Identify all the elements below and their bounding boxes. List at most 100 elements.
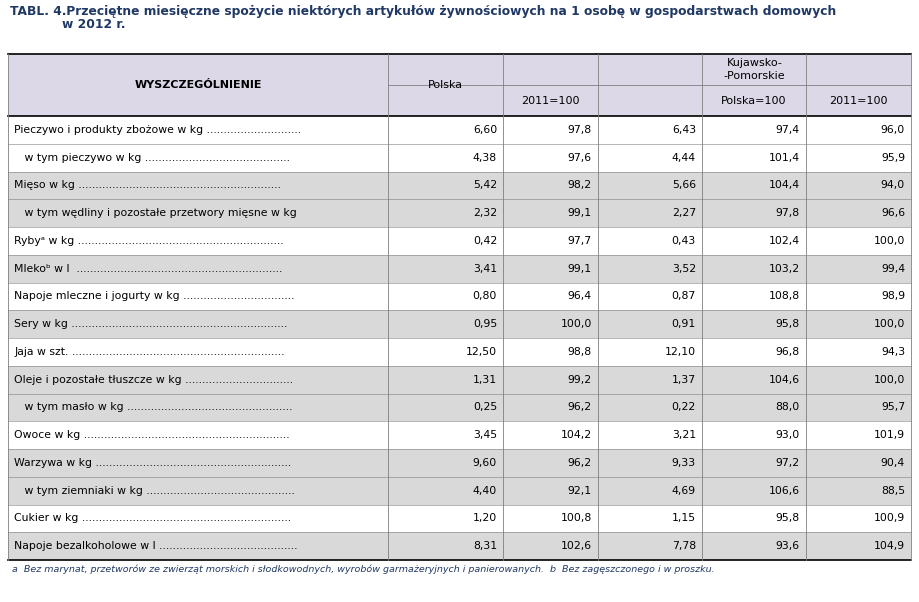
Text: 103,2: 103,2: [769, 264, 800, 274]
Text: 97,6: 97,6: [568, 153, 592, 163]
Text: 101,4: 101,4: [769, 153, 800, 163]
Text: Przeciętne miesięczne spożycie niektórych artykułów żywnościowych na 1 osobę w g: Przeciętne miesięczne spożycie niektóryc…: [62, 5, 836, 18]
Text: 96,2: 96,2: [568, 402, 592, 412]
Text: 106,6: 106,6: [769, 486, 800, 495]
Text: 93,0: 93,0: [776, 430, 800, 440]
Text: 96,8: 96,8: [776, 347, 800, 357]
Bar: [8, 282, 911, 310]
Text: 104,4: 104,4: [769, 181, 800, 190]
Text: 97,7: 97,7: [568, 236, 592, 246]
Bar: [8, 199, 911, 227]
Bar: [8, 227, 911, 255]
Text: 90,4: 90,4: [880, 458, 905, 468]
Text: 99,2: 99,2: [568, 374, 592, 385]
Text: 0,91: 0,91: [672, 319, 696, 329]
Text: 6,60: 6,60: [472, 125, 497, 135]
Text: 95,7: 95,7: [881, 402, 905, 412]
Text: 4,69: 4,69: [672, 486, 696, 495]
Text: Kujawsko-
-Pomorskie: Kujawsko- -Pomorskie: [723, 58, 786, 81]
Text: 97,8: 97,8: [568, 125, 592, 135]
Text: 1,20: 1,20: [472, 514, 497, 523]
Bar: [8, 338, 911, 366]
Text: 99,4: 99,4: [881, 264, 905, 274]
Text: Sery w kg ................................................................: Sery w kg ..............................…: [14, 319, 288, 329]
Text: 0,80: 0,80: [472, 291, 497, 302]
Text: 102,4: 102,4: [769, 236, 800, 246]
Text: Oleje i pozostałe tłuszcze w kg ................................: Oleje i pozostałe tłuszcze w kg ........…: [14, 374, 293, 385]
Text: 0,87: 0,87: [672, 291, 696, 302]
Text: 94,3: 94,3: [881, 347, 905, 357]
Text: 100,0: 100,0: [561, 319, 592, 329]
Text: 4,38: 4,38: [473, 153, 497, 163]
Text: w tym pieczywo w kg ...........................................: w tym pieczywo w kg ....................…: [14, 153, 290, 163]
Bar: [8, 449, 911, 477]
Bar: [8, 532, 911, 560]
Text: 2,32: 2,32: [473, 208, 497, 218]
Text: 4,44: 4,44: [672, 153, 696, 163]
Text: 6,43: 6,43: [672, 125, 696, 135]
Text: Pieczywo i produkty zbożowe w kg ............................: Pieczywo i produkty zbożowe w kg .......…: [14, 125, 301, 135]
Text: 92,1: 92,1: [568, 486, 592, 495]
Bar: [8, 116, 911, 144]
Text: 2011=100: 2011=100: [521, 96, 580, 105]
Text: 98,9: 98,9: [881, 291, 905, 302]
Text: Mięso w kg ............................................................: Mięso w kg .............................…: [14, 181, 281, 190]
Text: 9,60: 9,60: [472, 458, 497, 468]
Text: 97,8: 97,8: [776, 208, 800, 218]
Text: w tym masło w kg .................................................: w tym masło w kg .......................…: [14, 402, 292, 412]
Text: 0,95: 0,95: [472, 319, 497, 329]
Text: 12,10: 12,10: [664, 347, 696, 357]
Text: 96,4: 96,4: [568, 291, 592, 302]
Bar: [8, 310, 911, 338]
Text: 100,9: 100,9: [874, 514, 905, 523]
Text: w tym wędliny i pozostałe przetwory mięsne w kg: w tym wędliny i pozostałe przetwory mięs…: [14, 208, 297, 218]
Text: Cukier w kg ..............................................................: Cukier w kg ............................…: [14, 514, 291, 523]
Text: 104,6: 104,6: [769, 374, 800, 385]
Text: 8,31: 8,31: [473, 541, 497, 551]
Text: 98,8: 98,8: [568, 347, 592, 357]
Text: TABL. 4.: TABL. 4.: [10, 5, 66, 18]
Text: Mlekoᵇ w l  .............................................................: Mlekoᵇ w l .............................…: [14, 264, 282, 274]
Text: a  Bez marynat, przetworów ze zwierząt morskich i słodkowodnych, wyrobów garmaże: a Bez marynat, przetworów ze zwierząt mo…: [12, 565, 715, 574]
Text: 104,9: 104,9: [874, 541, 905, 551]
Text: 0,43: 0,43: [672, 236, 696, 246]
Text: Polska: Polska: [428, 80, 463, 90]
Text: Warzywa w kg ..........................................................: Warzywa w kg ...........................…: [14, 458, 291, 468]
Text: 97,4: 97,4: [776, 125, 800, 135]
Text: Rybyᵃ w kg .............................................................: Rybyᵃ w kg .............................…: [14, 236, 284, 246]
Text: 100,8: 100,8: [561, 514, 592, 523]
Text: 88,5: 88,5: [881, 486, 905, 495]
Text: 0,22: 0,22: [672, 402, 696, 412]
Text: 94,0: 94,0: [880, 181, 905, 190]
Text: 3,45: 3,45: [473, 430, 497, 440]
Text: WYSZCZEGÓLNIENIE: WYSZCZEGÓLNIENIE: [134, 80, 262, 90]
Text: 4,40: 4,40: [472, 486, 497, 495]
Text: 100,0: 100,0: [874, 319, 905, 329]
Text: w tym ziemniaki w kg ............................................: w tym ziemniaki w kg ...................…: [14, 486, 295, 495]
Text: 2011=100: 2011=100: [829, 96, 888, 105]
Text: 5,66: 5,66: [672, 181, 696, 190]
Bar: [8, 421, 911, 449]
Text: 108,8: 108,8: [769, 291, 800, 302]
Bar: [8, 504, 911, 532]
Text: Owoce w kg .............................................................: Owoce w kg .............................…: [14, 430, 289, 440]
Text: 0,42: 0,42: [472, 236, 497, 246]
Text: w 2012 r.: w 2012 r.: [62, 18, 126, 31]
Text: 2,27: 2,27: [672, 208, 696, 218]
Text: 99,1: 99,1: [568, 208, 592, 218]
Text: 1,31: 1,31: [473, 374, 497, 385]
Text: 7,78: 7,78: [672, 541, 696, 551]
Bar: [8, 172, 911, 199]
Text: 95,8: 95,8: [776, 319, 800, 329]
Text: 96,0: 96,0: [880, 125, 905, 135]
Text: 1,37: 1,37: [672, 374, 696, 385]
Text: 3,41: 3,41: [473, 264, 497, 274]
Bar: [8, 366, 911, 394]
Text: 100,0: 100,0: [874, 236, 905, 246]
Text: 93,6: 93,6: [776, 541, 800, 551]
Text: 9,33: 9,33: [672, 458, 696, 468]
Text: 3,21: 3,21: [672, 430, 696, 440]
Text: Polska=100: Polska=100: [721, 96, 787, 105]
Text: 96,2: 96,2: [568, 458, 592, 468]
Text: 101,9: 101,9: [874, 430, 905, 440]
